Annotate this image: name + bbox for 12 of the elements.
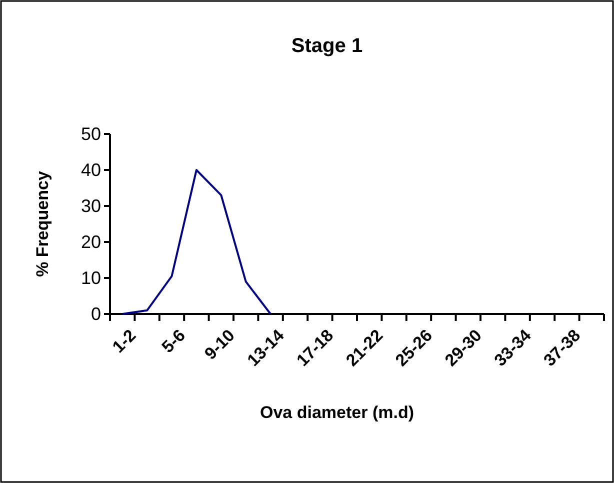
line-series bbox=[121, 169, 272, 315]
y-tick-label: 20 bbox=[80, 232, 101, 252]
x-tick-label: 5-6 bbox=[158, 326, 189, 357]
x-tick-label: 1-2 bbox=[108, 326, 140, 357]
y-tick-label: 40 bbox=[80, 160, 101, 180]
y-tick-label: 50 bbox=[80, 124, 101, 144]
chart-title: Stage 1 bbox=[291, 35, 363, 57]
x-axis-title: Ova diameter (m.d) bbox=[260, 403, 414, 422]
y-tick-label: 10 bbox=[80, 268, 101, 288]
y-tick-label: 0 bbox=[90, 304, 101, 324]
y-axis-title: % Frequency bbox=[33, 170, 52, 277]
y-tick-label: 30 bbox=[80, 196, 101, 216]
